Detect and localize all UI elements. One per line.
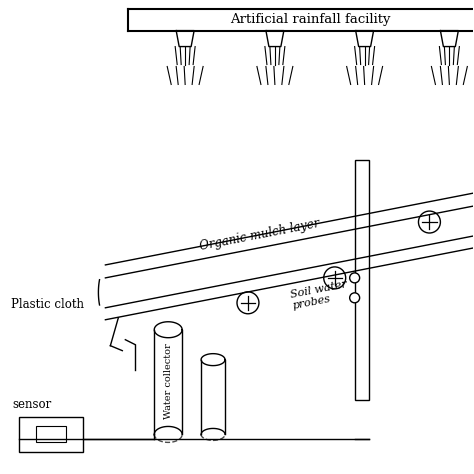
Text: Organic mulch layer: Organic mulch layer [199, 217, 321, 253]
Text: Soil water
probes: Soil water probes [290, 279, 350, 311]
Text: Plastic cloth: Plastic cloth [11, 298, 84, 311]
Circle shape [419, 211, 440, 233]
Text: Water collector: Water collector [164, 344, 173, 419]
Circle shape [350, 293, 360, 303]
Circle shape [350, 273, 360, 283]
Text: Artificial rainfall facility: Artificial rainfall facility [230, 13, 391, 26]
Circle shape [237, 292, 259, 314]
Circle shape [324, 267, 346, 289]
Bar [355, 160, 369, 400]
Bar [18, 418, 83, 452]
Text: sensor: sensor [13, 398, 52, 411]
Bar [36, 427, 65, 442]
